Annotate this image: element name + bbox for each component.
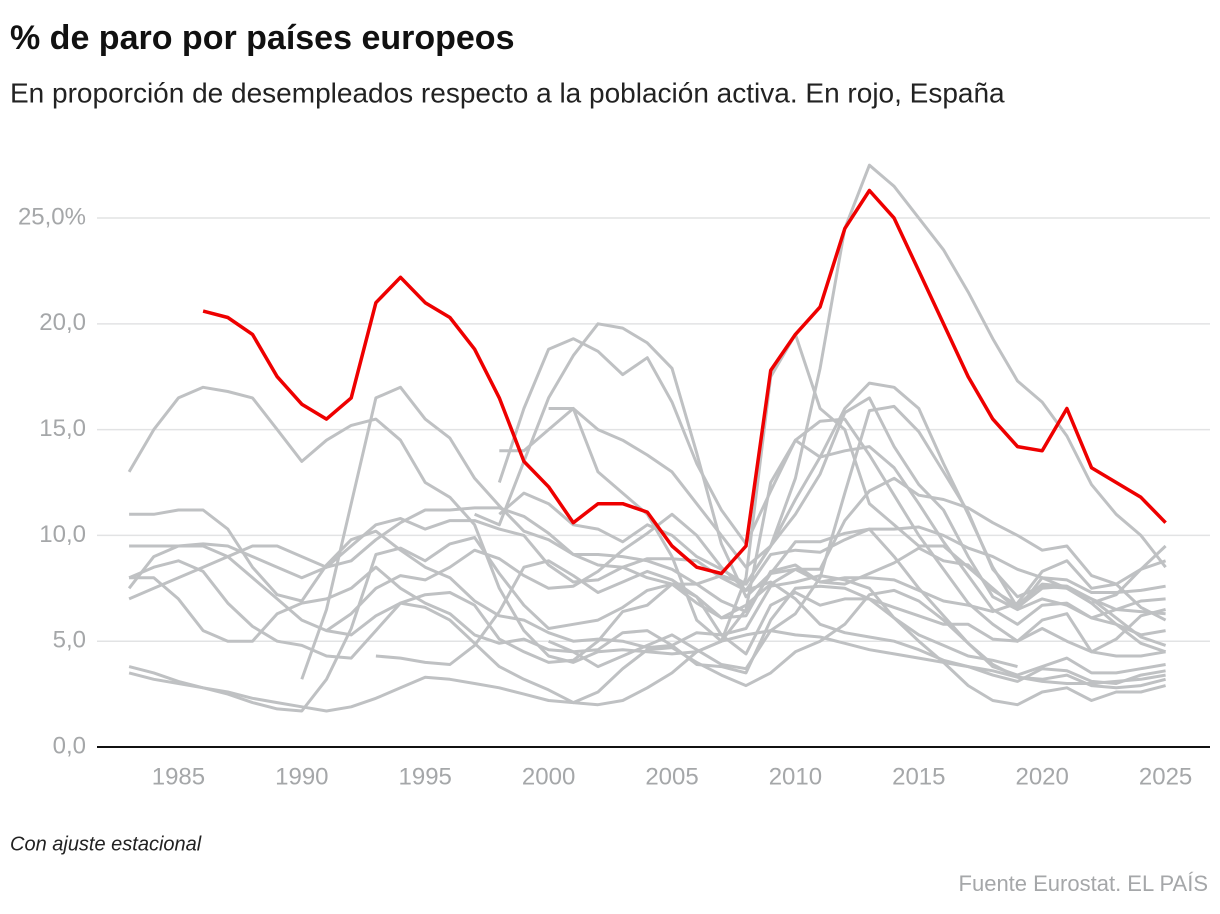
x-tick-label: 2010: [769, 763, 822, 790]
series-line: [127, 517, 1166, 594]
series-line: [499, 332, 1166, 643]
y-tick-label: 15,0: [39, 415, 86, 442]
x-tick-label: 2005: [645, 763, 698, 790]
series-line: [497, 337, 1166, 637]
series-line: [548, 404, 1167, 671]
series-line: [375, 559, 1166, 707]
series-line: [498, 163, 1167, 586]
x-tick-label: 1985: [152, 763, 205, 790]
lines: [127, 163, 1167, 713]
series-line: [474, 322, 1166, 690]
series-line: [129, 565, 1166, 675]
series-line: [129, 544, 1166, 705]
series-line: [202, 188, 1167, 576]
y-tick-label: 25,0%: [18, 203, 86, 230]
y-tick-label: 20,0: [39, 309, 86, 336]
y-tick-label: 5,0: [53, 627, 86, 654]
chart-subtitle: En proporción de desempleados respecto a…: [10, 77, 1005, 108]
series-line: [128, 476, 1167, 622]
x-tick-label: 2025: [1139, 763, 1192, 790]
series-line: [129, 508, 1018, 669]
source: Fuente Eurostat. EL PAÍS: [959, 871, 1208, 896]
series-line: [127, 385, 1166, 664]
series-line: [128, 396, 1166, 664]
x-tick-label: 1990: [275, 763, 328, 790]
y-tick-label: 10,0: [39, 521, 86, 548]
series-line: [128, 629, 1166, 713]
x-tick-label: 2020: [1015, 763, 1068, 790]
x-tick-label: 1995: [399, 763, 452, 790]
series-line: [128, 536, 1167, 713]
x-tick-label: 2000: [522, 763, 575, 790]
chart-title: % de paro por países europeos: [10, 19, 514, 57]
x-tick-label: 2015: [892, 763, 945, 790]
note: Con ajuste estacional: [10, 833, 202, 855]
y-tick-label: 0,0: [53, 732, 86, 759]
